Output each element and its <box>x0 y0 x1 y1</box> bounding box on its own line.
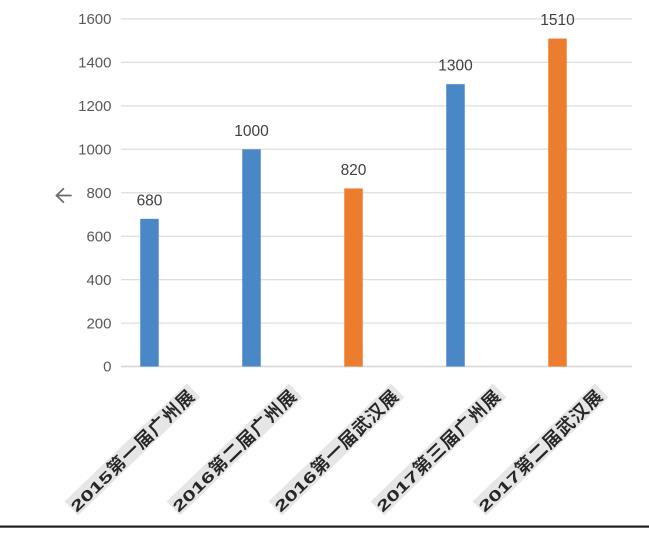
svg-text:1510: 1510 <box>540 12 575 29</box>
svg-text:600: 600 <box>86 228 111 245</box>
svg-text:800: 800 <box>86 185 111 202</box>
svg-text:1000: 1000 <box>234 123 269 140</box>
svg-text:0: 0 <box>103 359 111 376</box>
svg-text:1400: 1400 <box>78 55 111 72</box>
svg-text:680: 680 <box>137 192 163 209</box>
svg-text:400: 400 <box>86 272 111 289</box>
svg-text:820: 820 <box>341 162 367 179</box>
svg-text:1600: 1600 <box>78 11 111 28</box>
svg-text:1200: 1200 <box>78 98 111 115</box>
svg-text:1000: 1000 <box>78 142 111 159</box>
svg-text:200: 200 <box>86 315 111 332</box>
svg-text:1300: 1300 <box>438 58 473 75</box>
